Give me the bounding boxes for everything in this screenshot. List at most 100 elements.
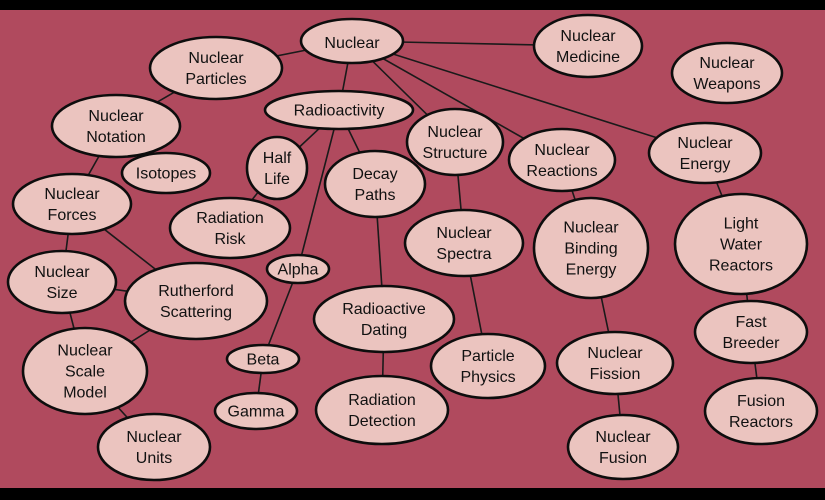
node-medicine-bubble	[532, 13, 644, 79]
node-fusionreact: Fusion Reactors	[703, 376, 819, 446]
node-energy: Nuclear Energy	[647, 121, 763, 185]
node-gamma-label-0: Gamma	[228, 404, 285, 421]
node-radioactivity-bubble	[263, 89, 415, 131]
node-forces: Nuclear Forces	[11, 172, 133, 236]
node-halflife-label-0: Half	[263, 150, 292, 167]
node-units: Nuclear Units	[96, 412, 212, 482]
node-dating-label-1: Dating	[361, 322, 407, 339]
node-halflife-bubble	[245, 135, 309, 201]
node-fusionreact-bubble	[703, 376, 819, 446]
node-decay-label-1: Paths	[355, 187, 396, 204]
node-forces-label-0: Nuclear	[44, 186, 100, 203]
node-structure-label-0: Nuclear	[427, 124, 483, 141]
node-medicine: Nuclear Medicine	[532, 13, 644, 79]
node-spectra-label-1: Spectra	[436, 246, 491, 263]
node-halflife-label-1: Life	[264, 171, 290, 188]
node-fusion-label-0: Nuclear	[595, 429, 651, 446]
node-dating: Radioactive Dating	[312, 284, 456, 354]
node-medicine-label-0: Nuclear	[560, 28, 616, 45]
node-decay-bubble	[323, 149, 427, 219]
node-spectra-label-0: Nuclear	[436, 225, 492, 242]
node-gamma: Gamma	[213, 391, 299, 431]
node-beta: Beta	[225, 343, 301, 375]
node-medicine-label-1: Medicine	[556, 49, 620, 66]
node-detection-bubble	[314, 374, 450, 446]
node-structure-bubble	[405, 107, 505, 177]
node-notation-label-0: Nuclear	[88, 108, 144, 125]
node-weapons-label-1: Weapons	[693, 76, 760, 93]
node-nuclear-label-0: Nuclear	[324, 35, 380, 52]
node-weapons-bubble	[670, 41, 784, 105]
node-dating-bubble	[312, 284, 456, 354]
node-particles-bubble	[148, 35, 284, 101]
node-binding-label-1: Binding	[564, 241, 617, 258]
node-radioactivity-label-0: Radioactivity	[294, 103, 385, 120]
node-lwr: Light Water Reactors	[673, 192, 809, 296]
node-fission-label-0: Nuclear	[587, 345, 643, 362]
concept-nodes: Nuclear NuclearMedicineNuclearParticlesNu…	[6, 13, 819, 482]
node-breeder-bubble	[693, 299, 809, 365]
node-rutherford-label-1: Scattering	[160, 304, 232, 321]
node-decay: Decay Paths	[323, 149, 427, 219]
node-fission: Nuclear Fission	[555, 330, 675, 396]
node-lwr-label-1: Water	[720, 237, 763, 254]
node-particles-label-0: Nuclear	[188, 50, 244, 67]
node-breeder-label-0: Fast	[735, 314, 767, 331]
node-notation-label-1: Notation	[86, 129, 146, 146]
node-fission-bubble	[555, 330, 675, 396]
node-binding-bubble	[532, 196, 650, 300]
node-weapons: Nuclear Weapons	[670, 41, 784, 105]
node-fusion-bubble	[566, 413, 680, 481]
node-structure: Nuclear Structure	[405, 107, 505, 177]
node-scale-label-1: Scale	[65, 364, 105, 381]
node-binding-label-2: Energy	[566, 262, 617, 279]
node-alpha-label-0: Alpha	[278, 262, 319, 279]
node-alpha-bubble	[265, 253, 331, 285]
node-nuclear-bubble	[299, 17, 405, 65]
node-rutherford-bubble	[123, 261, 269, 341]
node-binding-label-0: Nuclear	[563, 220, 619, 237]
node-size-label-1: Size	[46, 285, 77, 302]
edge-nuclear-energy	[351, 40, 706, 154]
node-risk-label-1: Risk	[214, 231, 246, 248]
node-size: Nuclear Size	[6, 249, 118, 315]
node-size-label-0: Nuclear	[34, 264, 90, 281]
node-rutherford: Rutherford Scattering	[123, 261, 269, 341]
node-lwr-label-2: Reactors	[709, 258, 773, 275]
node-scale: Nuclear Scale Model	[21, 326, 149, 416]
node-notation-bubble	[50, 93, 182, 159]
node-rutherford-label-0: Rutherford	[158, 283, 234, 300]
node-reactions-label-0: Nuclear	[534, 142, 590, 159]
node-forces-label-1: Forces	[48, 207, 97, 224]
node-energy-label-1: Energy	[680, 156, 731, 173]
node-isotopes-bubble	[120, 151, 212, 195]
node-particlephys-bubble	[429, 332, 547, 400]
node-units-label-1: Units	[136, 450, 172, 467]
node-reactions-label-1: Reactions	[526, 163, 597, 180]
node-fusion-label-1: Fusion	[599, 450, 647, 467]
node-gamma-bubble	[213, 391, 299, 431]
node-breeder-label-1: Breeder	[723, 335, 781, 352]
node-particles-label-1: Particles	[185, 71, 246, 88]
node-size-bubble	[6, 249, 118, 315]
node-fission-label-1: Fission	[590, 366, 641, 383]
node-weapons-label-0: Nuclear	[699, 55, 755, 72]
node-forces-bubble	[11, 172, 133, 236]
node-reactions: Nuclear Reactions	[507, 127, 617, 193]
node-halflife: Half Life	[245, 135, 309, 201]
node-particles: Nuclear Particles	[148, 35, 284, 101]
node-lwr-bubble	[673, 192, 809, 296]
node-particlephys-label-1: Physics	[460, 369, 515, 386]
node-lwr-label-0: Light	[724, 216, 759, 233]
edge-radioactivity-alpha	[297, 109, 340, 270]
node-particlephys-label-0: Particle	[461, 348, 514, 365]
node-isotopes-label-0: Isotopes	[136, 166, 196, 183]
concept-map: Nuclear NuclearMedicineNuclearParticlesNu…	[6, 13, 819, 482]
node-fusion: Nuclear Fusion	[566, 413, 680, 481]
node-fusionreact-label-1: Reactors	[729, 414, 793, 431]
node-scale-label-2: Model	[63, 385, 107, 402]
node-binding: Nuclear Binding Energy	[532, 196, 650, 300]
node-fusionreact-label-0: Fusion	[737, 393, 785, 410]
node-decay-label-0: Decay	[352, 166, 397, 183]
node-spectra-bubble	[403, 208, 525, 278]
